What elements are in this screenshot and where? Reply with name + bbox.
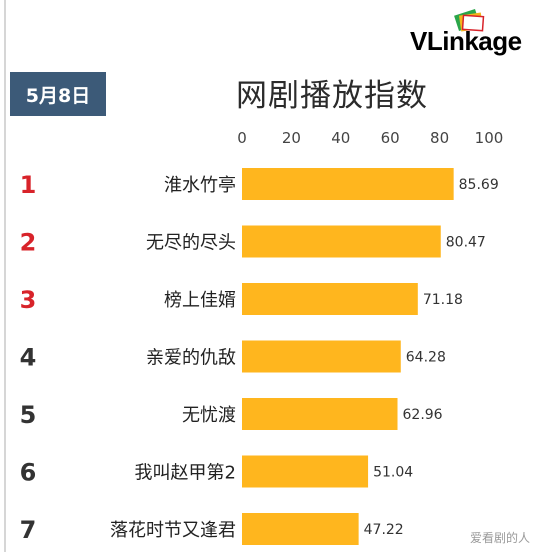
- category-label: 无忧渡: [182, 405, 236, 426]
- value-label: 85.69: [459, 177, 499, 193]
- bar: [242, 225, 441, 258]
- date-badge: 5月8日: [10, 72, 106, 116]
- left-divider: [4, 0, 6, 552]
- bar-chart: 0 20 40 60 80 100 1 淮水竹亭 85.69 2 无尽的尽头 80.47 3 榜上佳婿 71…: [20, 129, 504, 545]
- rank-number: 4: [20, 344, 37, 372]
- bar: [242, 398, 398, 430]
- bar: [242, 340, 401, 373]
- x-tick-label: 20: [282, 129, 301, 147]
- logo-text: VLinkage: [410, 26, 522, 56]
- value-label: 80.47: [446, 235, 486, 251]
- chart-title: 网剧播放指数: [236, 78, 428, 114]
- value-label: 64.28: [406, 350, 446, 366]
- rank-number: 1: [20, 171, 37, 199]
- rank-number: 6: [20, 459, 37, 487]
- category-label: 落花时节又逢君: [110, 520, 236, 541]
- x-tick-label: 60: [381, 129, 400, 147]
- category-label: 榜上佳婿: [164, 290, 236, 311]
- rank-number: 5: [20, 401, 37, 429]
- category-label: 无尽的尽头: [146, 233, 236, 254]
- category-label: 亲爱的仇敌: [146, 348, 236, 369]
- watermark: 爱看剧的人: [469, 531, 530, 545]
- x-tick-label: 40: [331, 129, 350, 147]
- category-label: 淮水竹亭: [164, 175, 236, 196]
- x-tick-label: 100: [475, 129, 504, 147]
- category-label: 我叫赵甲第2: [135, 463, 236, 484]
- bar: [242, 168, 454, 200]
- rank-number: 7: [20, 516, 37, 544]
- bar: [242, 283, 418, 315]
- rank-number: 3: [20, 286, 37, 314]
- value-label: 71.18: [423, 292, 463, 308]
- x-tick-label: 0: [237, 129, 247, 147]
- rank-number: 2: [20, 229, 37, 257]
- logo-mark-icon: [454, 8, 485, 32]
- value-label: 51.04: [373, 465, 413, 481]
- value-label: 62.96: [403, 407, 443, 423]
- vlinkage-logo: VLinkage: [410, 8, 536, 56]
- value-label: 47.22: [364, 522, 404, 538]
- x-tick-label: 80: [430, 129, 449, 147]
- bar: [242, 513, 359, 545]
- bar: [242, 455, 369, 488]
